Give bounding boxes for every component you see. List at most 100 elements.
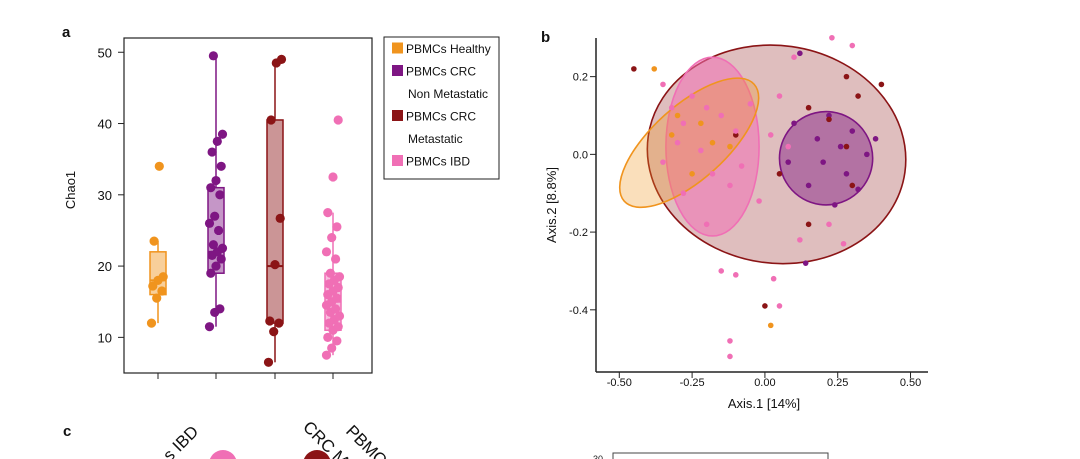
y-tick-label: 50 (98, 45, 112, 60)
scatter-point (767, 132, 774, 138)
scatter-point (727, 143, 733, 150)
scatter-point (843, 170, 850, 177)
panel-a-boxes (146, 51, 345, 367)
data-point (217, 129, 228, 139)
scatter-point (674, 112, 681, 119)
y-tick-label: 30 (98, 188, 112, 203)
scatter-point (855, 186, 861, 193)
y-tick-label: 0.2 (573, 72, 588, 84)
scatter-point (660, 159, 666, 165)
data-point (158, 272, 168, 282)
panel-a-frame (123, 37, 373, 374)
data-point (276, 54, 287, 64)
scatter-point (829, 34, 835, 41)
scatter-point (805, 104, 812, 111)
scatter-point (849, 182, 856, 189)
scatter-point (864, 151, 870, 158)
panel-c-label-ibd: s IBD (159, 422, 202, 459)
legend-frame (383, 36, 500, 180)
box-group (321, 115, 345, 360)
y-tick-label: 10 (98, 330, 112, 345)
scatter-point (698, 120, 704, 127)
scatter-point (837, 143, 844, 150)
data-point (208, 240, 218, 250)
scatter-point (805, 182, 812, 189)
scatter-point (689, 170, 695, 177)
data-point (211, 261, 221, 271)
scatter-point (770, 275, 777, 282)
scatter-point (762, 303, 768, 309)
x-tick-label: 0.25 (827, 377, 848, 389)
x-tick-label: -0.25 (680, 377, 705, 389)
scatter-point (820, 159, 826, 165)
panel-c-ibd-marker (209, 450, 237, 459)
y-tick-label: -0.4 (569, 305, 588, 317)
panel-b-y-axis: -0.4 -0.2 0.0 0.2 (569, 72, 596, 317)
scatter-series (660, 34, 856, 360)
data-point (215, 190, 225, 200)
data-point (321, 350, 332, 360)
data-point (323, 332, 333, 342)
scatter-point (785, 159, 792, 165)
scatter-point (872, 136, 879, 142)
legend-label: Metastatic (408, 132, 463, 146)
scatter-point (843, 143, 850, 150)
data-point (216, 254, 226, 264)
y-tick-label: -0.2 (569, 227, 588, 239)
box-group (204, 51, 228, 332)
scatter-series (631, 66, 885, 309)
scatter-point (855, 93, 861, 99)
panel-label-c: c (63, 423, 71, 440)
scatter-point (805, 221, 812, 228)
legend-swatch (392, 110, 403, 121)
scatter-point (826, 112, 832, 119)
scatter-point (698, 147, 704, 154)
scatter-point (791, 54, 797, 61)
panel-b-x-axis: -0.50 -0.25 0.00 0.25 0.50 (607, 372, 921, 389)
data-point (327, 232, 337, 243)
legend-swatch (392, 155, 403, 166)
data-point (212, 136, 222, 146)
confidence-ellipse (665, 56, 760, 237)
scatter-point (832, 202, 838, 208)
data-point (274, 318, 284, 328)
panel-c-crc-marker (303, 450, 331, 459)
scatter-point (727, 338, 733, 344)
data-point (266, 115, 276, 125)
scatter-point (727, 353, 733, 360)
data-point (154, 161, 164, 171)
data-point (206, 268, 216, 278)
scatter-point (732, 128, 739, 134)
panel-c-frame (612, 452, 829, 459)
scatter-point (703, 104, 710, 111)
data-point (270, 260, 280, 270)
data-point (208, 51, 218, 61)
panel-a-x-axis (157, 373, 334, 379)
data-point (211, 175, 221, 186)
data-point (263, 357, 274, 367)
scatter-point (797, 237, 803, 243)
data-point (217, 243, 228, 253)
x-tick-label: 0.00 (754, 377, 775, 389)
data-point (204, 322, 215, 332)
scatter-point (756, 198, 762, 204)
confidence-ellipse (618, 77, 760, 209)
scatter-point (791, 120, 797, 127)
scatter-point (668, 132, 675, 138)
scatter-point (840, 240, 847, 247)
scatter-point (732, 132, 739, 138)
y-tick-label: 40 (98, 117, 112, 132)
data-point (332, 293, 342, 303)
legend-swatch (392, 65, 403, 76)
data-point (152, 293, 162, 303)
legend-label: PBMCs IBD (406, 155, 470, 169)
panel-b-x-axis-label: Axis.1 [14%] (728, 396, 800, 411)
data-point (321, 247, 332, 257)
scatter-point (776, 170, 783, 177)
data-point (210, 211, 220, 221)
panel-a-y-axis: 10 20 30 40 50 (98, 45, 124, 345)
panel-b-points (631, 34, 885, 360)
data-point (269, 327, 279, 337)
scatter-point (826, 221, 832, 228)
